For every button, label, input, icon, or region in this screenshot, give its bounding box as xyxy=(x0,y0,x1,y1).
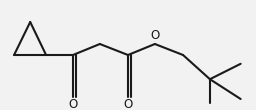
Text: O: O xyxy=(150,29,159,42)
Text: O: O xyxy=(123,98,133,110)
Text: O: O xyxy=(68,98,78,110)
